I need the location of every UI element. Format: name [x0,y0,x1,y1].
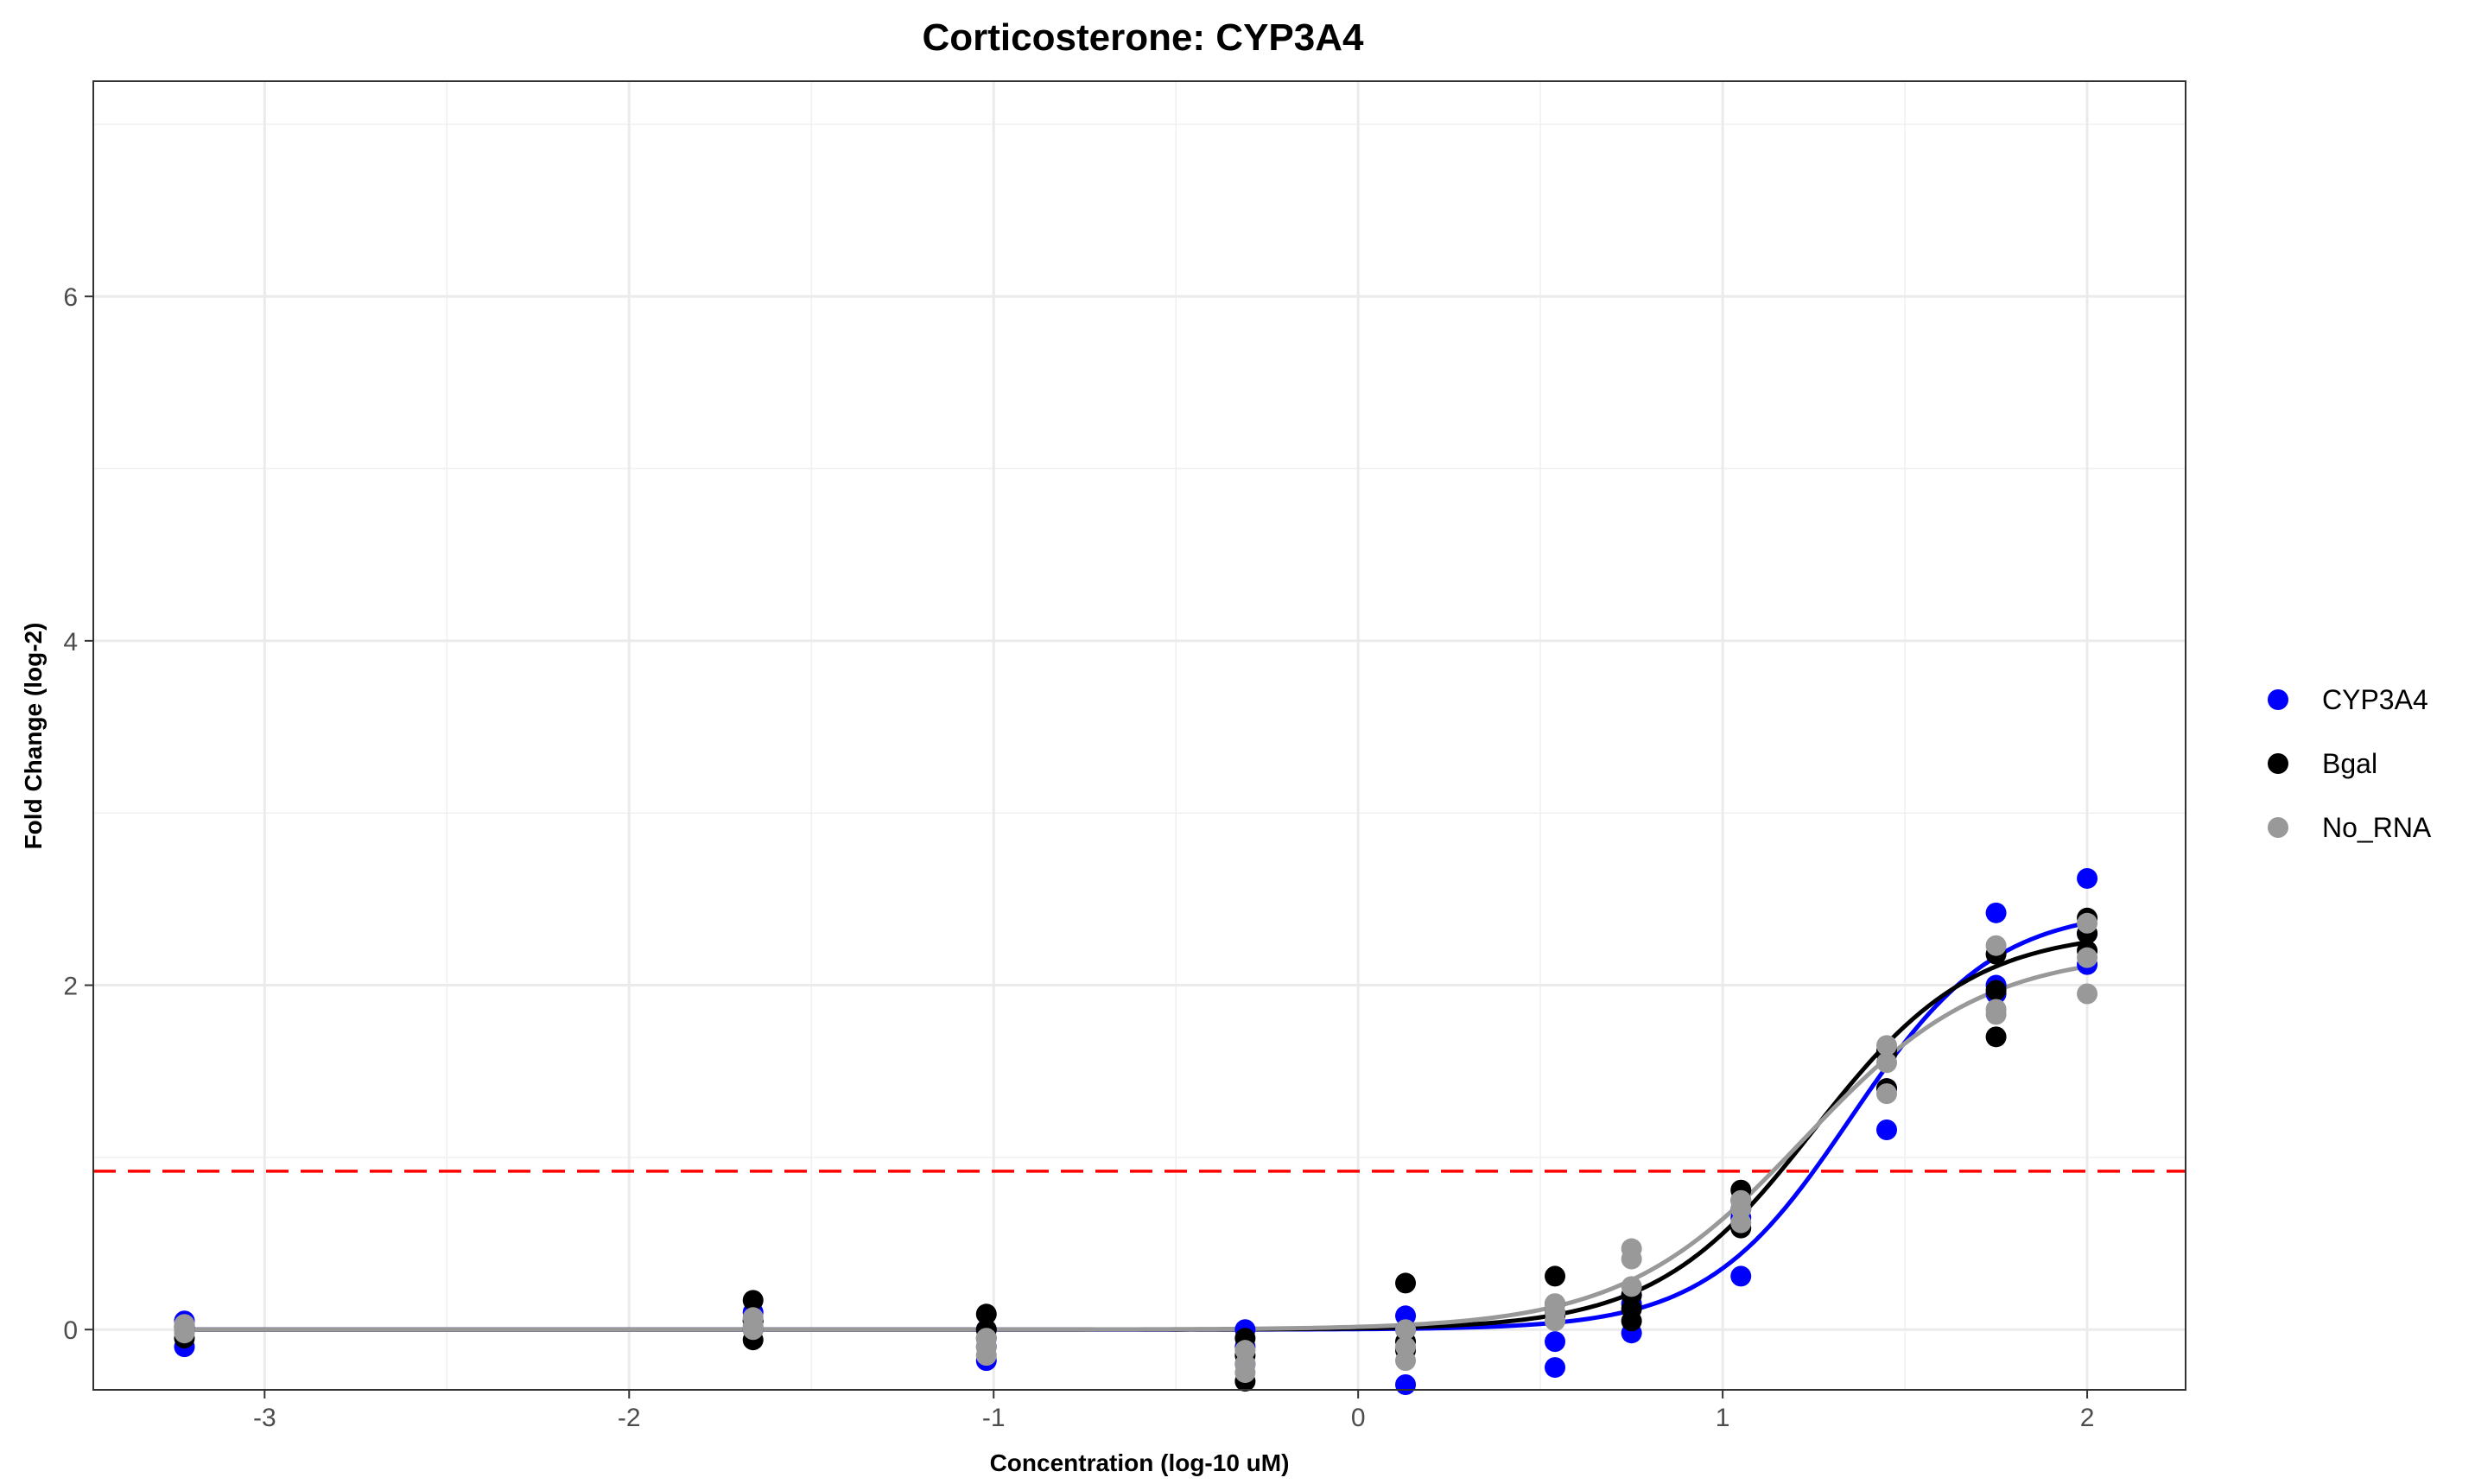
legend: CYP3A4 Bgal No_RNA [2268,684,2432,843]
x-tick-label: 1 [1716,1404,1730,1432]
legend-key-cyp3a4 [2268,689,2288,710]
data-point-cyp3a4 [1730,1265,1752,1287]
data-point-no-rna [2077,912,2098,934]
y-tick-label: 2 [63,973,78,1001]
data-point-cyp3a4 [1395,1374,1417,1396]
data-point-no-rna [1395,1336,1417,1358]
data-point-bgal [742,1290,764,1311]
y-axis-title: Fold Change (log-2) [20,623,47,850]
data-point-no-rna [1876,1083,1897,1105]
data-point-no-rna [1234,1340,1256,1361]
data-point-bgal [1985,980,2007,1001]
data-point-bgal [975,1303,997,1325]
data-point-cyp3a4 [1545,1357,1566,1379]
data-points [174,867,2098,1396]
data-point-no-rna [975,1345,997,1367]
data-point-no-rna [742,1319,764,1341]
data-point-bgal [1985,1026,2007,1048]
plot-panel-border [92,80,2186,1391]
x-tick-label: -2 [618,1404,641,1432]
legend-key-no-rna [2268,817,2288,838]
legend-label-no-rna: No_RNA [2322,812,2432,843]
data-point-no-rna [1621,1248,1642,1270]
y-tick-label: 4 [63,628,78,656]
data-point-no-rna [1234,1362,1256,1384]
data-point-bgal [1395,1272,1417,1294]
x-axis-title: Concentration (log-10 uM) [990,1449,1290,1476]
grid-minor [93,81,2186,1390]
x-axis: -3 -2 -1 0 1 2 [253,1390,2094,1432]
y-tick-label: 6 [63,283,78,312]
data-point-no-rna [1621,1276,1642,1297]
data-point-no-rna [2077,947,2098,968]
x-tick-label: 0 [1351,1404,1366,1432]
x-tick-label: -1 [982,1404,1006,1432]
chart-title: Corticosterone: CYP3A4 [922,16,1364,59]
data-point-no-rna [1730,1189,1752,1211]
legend-key-bgal [2268,753,2288,774]
data-point-cyp3a4 [2077,867,2098,889]
data-point-no-rna [2077,983,2098,1005]
fit-curves [184,920,2088,1332]
y-axis: 0 2 4 6 [63,283,93,1345]
data-point-cyp3a4 [1876,1119,1897,1140]
legend-label-cyp3a4: CYP3A4 [2322,684,2428,715]
data-point-no-rna [1985,935,2007,956]
data-point-no-rna [174,1322,195,1344]
legend-label-bgal: Bgal [2322,748,2377,779]
data-point-cyp3a4 [1545,1331,1566,1353]
data-point-no-rna [1985,1004,2007,1025]
x-tick-label: 2 [2080,1404,2095,1432]
data-point-no-rna [1730,1212,1752,1233]
data-point-bgal [1545,1265,1566,1287]
data-point-no-rna [1876,1035,1897,1056]
data-point-no-rna [1876,1052,1897,1074]
y-tick-label: 0 [63,1316,78,1345]
data-point-no-rna [1545,1293,1566,1315]
data-point-no-rna [1395,1319,1417,1341]
fit-curve-no-rna [184,964,2088,1332]
data-point-no-rna [975,1328,997,1349]
data-point-cyp3a4 [1985,902,2007,923]
x-tick-label: -3 [253,1404,276,1432]
